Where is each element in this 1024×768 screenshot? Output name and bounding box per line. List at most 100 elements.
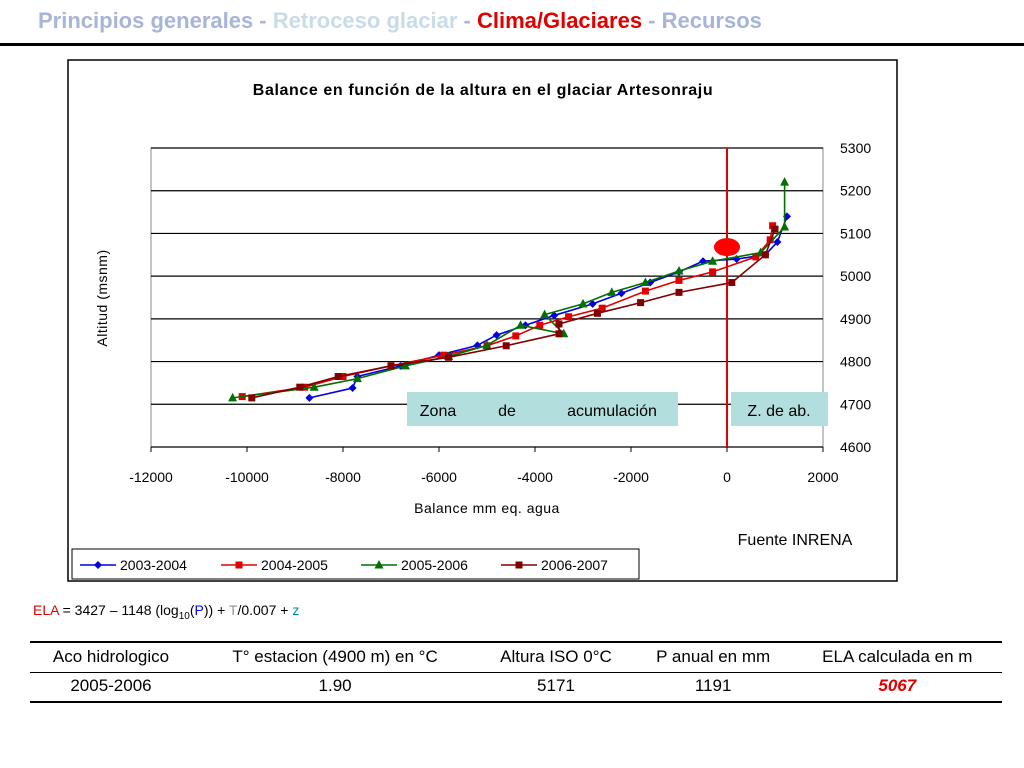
data-point [502, 342, 510, 350]
y-tick-label: 4800 [840, 354, 871, 370]
y-tick-label: 4900 [840, 311, 871, 327]
table-cell: 2005-2006 [30, 672, 192, 703]
table-cell: 1191 [633, 672, 793, 703]
data-point [607, 287, 617, 296]
data-point [512, 332, 520, 340]
source-note: Fuente INRENA [738, 532, 853, 549]
formula-part: )) + [203, 602, 229, 618]
table-header-cell: Altura ISO 0°C [478, 641, 634, 673]
x-tick-label: -8000 [325, 469, 361, 485]
chart-title: Balance en función de la altura en el gl… [253, 82, 713, 99]
data-point [640, 277, 650, 287]
data-point [598, 304, 606, 312]
data-table: Aco hidrologico T° estacion (4900 m) en °… [30, 641, 1002, 703]
data-point [516, 320, 526, 329]
formula-part: z [292, 602, 300, 618]
legend-box [71, 548, 640, 580]
x-tick-label: -12000 [129, 469, 173, 485]
legend-label: 2006-2007 [541, 557, 608, 573]
data-point [709, 268, 717, 276]
data-point [536, 321, 544, 329]
table-header-cell: P anual en mm [633, 641, 793, 673]
data-point [708, 256, 718, 265]
data-point [445, 353, 453, 361]
formula-part: 10 [178, 610, 190, 622]
title-segment: - Recursos [642, 8, 762, 33]
data-point [641, 287, 649, 295]
data-point [352, 373, 362, 383]
series-line [251, 228, 776, 399]
formula-part: = 3427 – 1148 (log [58, 602, 179, 618]
title-rule [0, 43, 1024, 46]
data-point [773, 237, 782, 246]
table-header-cell: Aco hidrologico [30, 641, 192, 673]
data-point [588, 299, 597, 308]
accumulation-zone-word: de [498, 403, 516, 420]
data-point [752, 253, 760, 261]
data-point [228, 392, 238, 402]
x-tick-label: -6000 [421, 469, 457, 485]
title-segment: Clima/Glaciares [476, 8, 643, 33]
x-tick-label: 0 [723, 469, 731, 485]
ela-marker [714, 238, 740, 257]
data-point [550, 311, 559, 320]
data-point [348, 384, 357, 393]
legend-label: 2005-2006 [401, 557, 468, 573]
title-segment: - [457, 8, 477, 33]
y-tick-label: 4600 [840, 439, 871, 455]
legend-label: 2004-2005 [261, 557, 328, 573]
data-point [400, 360, 410, 370]
data-point [637, 299, 645, 307]
data-point [674, 266, 684, 275]
title-segment: Principios generales - [38, 8, 273, 33]
table-header-row: Aco hidrologico T° estacion (4900 m) en °… [30, 641, 1002, 673]
accumulation-zone-box [407, 392, 678, 426]
y-tick-label: 5000 [840, 268, 871, 284]
chart: Balance en función de la altura en el gl… [67, 59, 898, 582]
y-axis-label: Altitud (msnm) [94, 249, 110, 346]
data-point [761, 251, 769, 259]
data-point [440, 351, 448, 359]
data-point [565, 313, 573, 321]
data-point [296, 383, 304, 391]
data-point [387, 362, 395, 370]
data-point [593, 309, 601, 317]
data-point [728, 279, 736, 287]
title-segment: Retroceso glaciar [272, 8, 458, 33]
formula-part: ELA [33, 602, 59, 618]
accumulation-zone-word: Zona [420, 403, 457, 420]
formula-part: /0.007 + [237, 602, 293, 618]
x-tick-label: -10000 [225, 469, 269, 485]
data-point [482, 340, 492, 349]
legend-marker [515, 561, 523, 569]
data-point [305, 393, 314, 402]
data-point [732, 255, 741, 264]
data-point [675, 276, 683, 284]
data-point [309, 382, 319, 391]
x-tick-label: -2000 [613, 469, 649, 485]
formula-part: ( [189, 602, 195, 618]
data-point [334, 373, 342, 381]
data-point [301, 383, 309, 391]
formula-part: P [194, 602, 204, 618]
data-point [492, 331, 501, 340]
ela-value-cell: 5067 [792, 672, 1002, 703]
table-cell: 5171 [478, 672, 634, 703]
x-tick-label: -4000 [517, 469, 553, 485]
data-point [771, 225, 779, 233]
y-tick-label: 5200 [840, 183, 871, 199]
formula-part: T [228, 602, 238, 618]
legend-marker [235, 561, 243, 569]
legend-marker [94, 561, 102, 569]
data-point [555, 330, 563, 338]
x-axis-label: Balance mm eq. agua [414, 500, 560, 516]
data-point [248, 394, 256, 402]
y-tick-label: 5300 [840, 140, 871, 156]
legend-label: 2003-2004 [120, 557, 187, 573]
x-tick-label: 2000 [807, 469, 838, 485]
data-point [780, 222, 790, 231]
table-row: 2005-2006 1.90 5171 1191 5067 [30, 672, 1002, 703]
slide-title: Principios generales - Retroceso glaciar… [38, 8, 762, 34]
y-tick-label: 4700 [840, 396, 871, 412]
legend-marker [374, 560, 384, 569]
